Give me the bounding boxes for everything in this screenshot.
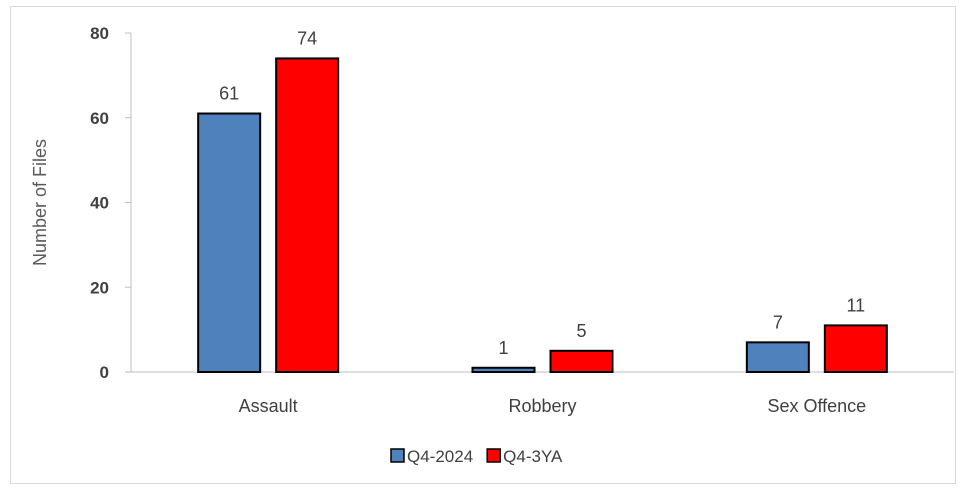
- x-category-label: Sex Offence: [767, 396, 866, 416]
- bar-q4-3ya-sex-offence: [823, 324, 888, 374]
- y-tick-label: 20: [90, 278, 109, 297]
- y-axis-title: Number of Files: [30, 139, 50, 266]
- data-labels: 61 74 1 5 7 11: [219, 28, 865, 357]
- bar-q4-3ya-assault: [275, 57, 340, 374]
- bar-q4-2024-assault: [197, 112, 262, 373]
- x-category-label: Robbery: [508, 396, 576, 416]
- y-tick-label: 0: [100, 363, 109, 382]
- legend-swatch-q4-2024: [390, 448, 405, 463]
- data-label: 1: [498, 338, 508, 358]
- y-tick-label: 40: [90, 194, 109, 213]
- data-label: 5: [576, 321, 586, 341]
- bars: [197, 57, 888, 374]
- bar-q4-3ya-robbery: [549, 349, 614, 373]
- bar-q4-2024-sex-offence: [745, 341, 810, 373]
- legend-label: Q4-3YA: [503, 447, 563, 466]
- data-label: 61: [219, 84, 239, 104]
- x-category-label: Assault: [239, 396, 298, 416]
- y-tick-label: 80: [90, 24, 109, 43]
- chart-frame: [10, 6, 956, 484]
- legend: Q4-2024 Q4-3YA: [390, 447, 563, 466]
- bar-q4-2024-robbery: [471, 366, 536, 374]
- y-tick-label: 60: [90, 109, 109, 128]
- legend-swatch-q4-3ya: [486, 448, 501, 463]
- axes: 0 20 40 60 80 Number of Files Assault Robbery Se…: [30, 24, 954, 416]
- data-label: 11: [846, 295, 865, 315]
- data-label: 74: [297, 28, 317, 48]
- data-label: 7: [773, 312, 783, 332]
- legend-label: Q4-2024: [407, 447, 473, 466]
